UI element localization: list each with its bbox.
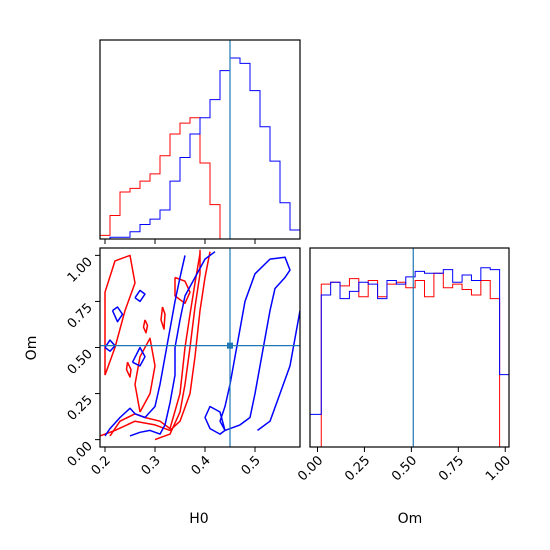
om-hist-x-tick-label: 0.00 [295, 453, 326, 484]
contour-line-series-1 [154, 249, 201, 441]
contour-line-series-2 [134, 289, 146, 303]
joint-y-tick-label: 1.00 [65, 255, 96, 286]
contour-line-series-2 [219, 256, 291, 432]
h0-histogram-frame [99, 39, 301, 240]
x-axis-label-om: Om [398, 511, 423, 527]
contour-line-series-2 [129, 251, 216, 437]
x-axis-label-h0: H0 [189, 511, 208, 527]
contour-line-series-2 [131, 346, 146, 367]
joint-x-tick-label: 0.2 [89, 453, 114, 478]
om-hist-x-tick-label: 1.00 [483, 453, 514, 484]
contour-line-series-1 [174, 276, 191, 305]
joint-frame [99, 247, 301, 448]
om-hist-x-tick-label: 0.25 [342, 453, 373, 484]
om-hist-x-tick-label: 0.75 [436, 453, 467, 484]
joint-x-tick-label: 0.3 [139, 453, 164, 478]
om-histogram-series-2 [309, 267, 510, 447]
joint-x-tick-label: 0.4 [189, 453, 214, 478]
contour-line-series-1 [100, 251, 211, 437]
contour-line-series-1 [104, 254, 136, 376]
om-hist-x-tick-label: 0.50 [389, 453, 420, 484]
om-histogram-series-1 [310, 272, 509, 448]
joint-y-tick-label: 0.25 [65, 393, 96, 424]
contour-line-series-2 [257, 310, 300, 432]
joint-contours [100, 249, 300, 441]
joint-y-tick-label: 0.75 [65, 301, 96, 332]
contour-line-series-1 [142, 319, 149, 334]
contour-line-series-2 [104, 255, 186, 437]
contour-line-series-2 [111, 306, 124, 323]
h0-histogram-panel [99, 39, 301, 244]
om-histogram-frame [309, 247, 510, 448]
contour-line-series-1 [125, 361, 132, 378]
joint-x-tick-label: 0.5 [239, 453, 264, 478]
contour-line-series-2 [204, 405, 226, 435]
om-histogram-panel: 0.00 0.25 0.50 0.75 1.00 [295, 247, 514, 484]
contour-line-series-1 [109, 253, 201, 437]
contour-line-series-1 [134, 337, 156, 413]
contour-line-series-1 [160, 306, 166, 330]
joint-y-tick-label: 0.50 [65, 347, 96, 378]
truth-point-marker [227, 342, 233, 349]
h0-histogram-series-2 [100, 57, 301, 240]
y-axis-label-om: Om [24, 336, 40, 361]
joint-contour-panel: 0.2 0.3 0.4 0.50.000.250.500.751.00 [65, 247, 301, 478]
